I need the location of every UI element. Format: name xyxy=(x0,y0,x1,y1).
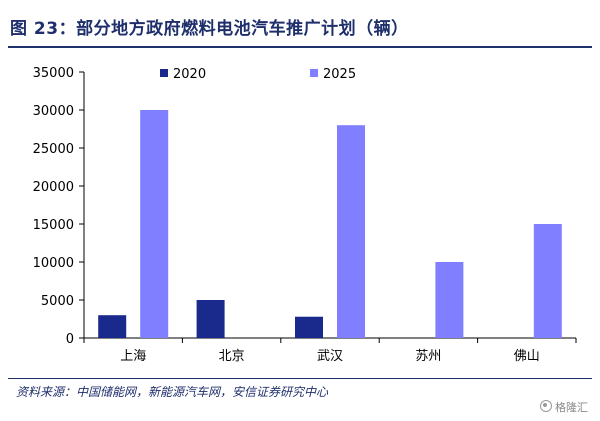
bar-2025-3 xyxy=(435,262,464,338)
y-tick-label: 5000 xyxy=(41,294,74,309)
bars xyxy=(98,110,562,338)
bar-2020-0 xyxy=(98,315,127,338)
legend-swatch-2025 xyxy=(310,69,318,77)
source-note: 资料来源：中国储能网，新能源汽车网，安信证券研究中心 xyxy=(16,385,329,399)
bar-2025-4 xyxy=(533,224,562,338)
bar-2025-0 xyxy=(140,110,169,338)
watermark-text: 格隆汇 xyxy=(555,401,588,414)
legend-label-2025: 2025 xyxy=(323,67,356,82)
x-category-label: 苏州 xyxy=(415,348,441,364)
x-axis: 上海 北京 武汉 苏州 佛山 xyxy=(83,337,577,364)
x-category-label: 武汉 xyxy=(317,349,343,364)
y-tick-label: 35000 xyxy=(33,66,74,81)
x-category-label: 北京 xyxy=(219,349,245,364)
x-category-label: 佛山 xyxy=(514,349,540,364)
y-tick-label: 10000 xyxy=(33,256,74,271)
watermark: 格隆汇 xyxy=(540,399,588,415)
bar-2020-1 xyxy=(196,300,225,338)
chart-title: 图 23：部分地方政府燃料电池汽车推广计划（辆） xyxy=(10,19,409,39)
figure-header: 图 23：部分地方政府燃料电池汽车推广计划（辆） xyxy=(0,0,600,48)
y-axis: 0 5000 10000 15000 20000 25000 30000 35000 xyxy=(33,66,85,347)
watermark-logo-icon xyxy=(540,400,552,412)
footer-divider xyxy=(8,378,592,379)
y-tick-label: 25000 xyxy=(33,142,74,157)
y-tick-label: 15000 xyxy=(33,218,74,233)
legend-label-2020: 2020 xyxy=(173,67,206,82)
y-tick-label: 0 xyxy=(66,332,74,347)
bar-chart: 0 5000 10000 15000 20000 25000 30000 35000 上海 北京… xyxy=(33,66,577,364)
x-category-label: 上海 xyxy=(120,349,146,364)
bar-2025-2 xyxy=(337,125,365,338)
legend: 2020 2025 xyxy=(160,67,356,82)
y-tick-label: 30000 xyxy=(33,104,74,119)
legend-swatch-2020 xyxy=(160,69,168,77)
title-divider xyxy=(8,46,592,48)
bar-2020-2 xyxy=(295,316,323,338)
y-tick-label: 20000 xyxy=(33,180,74,195)
